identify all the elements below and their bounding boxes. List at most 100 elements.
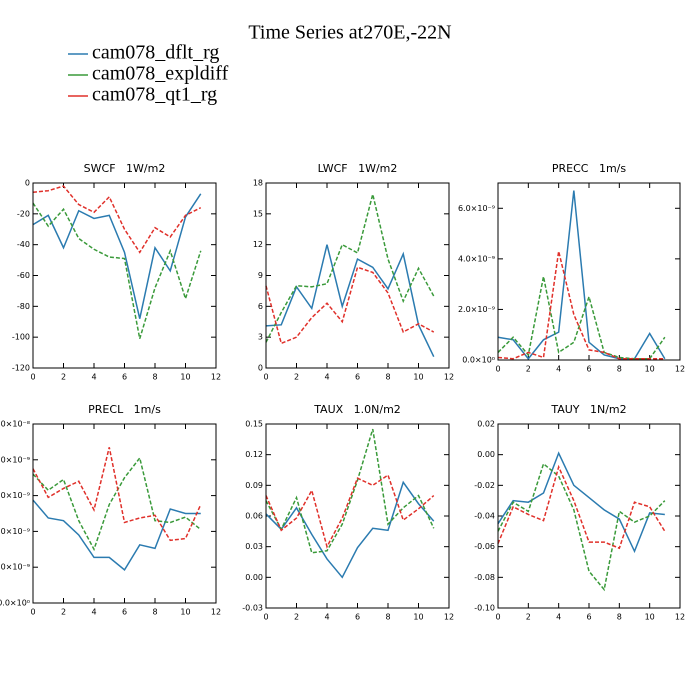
series-line	[497, 462, 666, 592]
x-tick-label: 6	[586, 613, 591, 622]
plot-frame	[265, 423, 450, 609]
series-line	[497, 451, 665, 554]
y-tick-label: -80	[17, 302, 30, 311]
panel-title: LWCF 1W/m2	[318, 162, 398, 175]
y-tick-label: 0.09	[245, 481, 263, 490]
y-tick-label: 0.02	[477, 420, 495, 429]
y-tick-label: -40	[17, 240, 30, 249]
figure-title: Time Series at270E,-22N	[248, 22, 451, 44]
plot-frame	[32, 182, 217, 369]
y-tick-label: 6.0×10⁻⁹	[0, 491, 30, 500]
x-tick-label: 0	[263, 373, 268, 382]
x-tick-label: 0	[495, 365, 500, 374]
y-tick-label: 4.0×10⁻⁹	[0, 527, 30, 536]
y-tick-label: 0.15	[245, 420, 263, 429]
series-line	[497, 251, 665, 360]
y-tick-label: 6.0×10⁻⁹	[458, 204, 495, 213]
x-tick-label: 8	[617, 365, 622, 374]
y-tick-label: -60	[17, 271, 30, 280]
series-line	[32, 202, 202, 339]
series-line	[32, 193, 202, 319]
y-tick-label: 1.0×10⁻⁸	[0, 420, 30, 429]
panel-title: PRECL 1m/s	[88, 403, 161, 416]
y-tick-label: 12	[253, 240, 263, 249]
x-tick-label: 4	[91, 608, 96, 617]
x-tick-label: 0	[30, 608, 35, 617]
y-tick-label: -0.04	[474, 512, 495, 521]
y-tick-label: 18	[253, 179, 263, 188]
x-tick-label: 8	[152, 373, 157, 382]
y-tick-label: -100	[12, 333, 30, 342]
series-line	[497, 190, 666, 360]
y-tick-label: -0.08	[474, 573, 495, 582]
plot-frame	[32, 423, 217, 604]
y-tick-label: 2.0×10⁻⁹	[0, 563, 30, 572]
x-tick-label: 4	[91, 373, 96, 382]
series-line	[32, 499, 201, 572]
y-tick-label: -0.10	[474, 604, 495, 613]
plot-frame	[497, 423, 681, 609]
series-line	[265, 244, 435, 358]
x-tick-label: 0	[263, 613, 268, 622]
x-tick-label: 12	[444, 373, 454, 382]
series-line	[265, 480, 435, 579]
plot-frame	[497, 182, 681, 361]
y-tick-label: 2.0×10⁻⁹	[458, 305, 495, 314]
y-tick-label: 0.06	[245, 512, 263, 521]
x-tick-label: 4	[324, 373, 329, 382]
x-tick-label: 6	[122, 373, 127, 382]
y-tick-label: -0.02	[474, 481, 495, 490]
legend-label: cam078_qt1_rg	[92, 84, 217, 106]
y-tick-label: 8.0×10⁻⁹	[0, 455, 30, 464]
x-tick-label: 4	[556, 365, 561, 374]
legend-label: cam078_expldiff	[92, 63, 229, 85]
y-tick-label: -20	[17, 209, 30, 218]
y-tick-label: -120	[12, 364, 30, 373]
x-tick-label: 8	[617, 613, 622, 622]
y-tick-label: 15	[253, 209, 263, 218]
x-tick-label: 0	[30, 373, 35, 382]
x-tick-label: 2	[294, 613, 299, 622]
panel-title: TAUX 1.0N/m2	[313, 403, 401, 416]
panel-title: TAUY 1N/m2	[550, 403, 626, 416]
series-line	[32, 185, 202, 254]
x-tick-label: 10	[645, 613, 655, 622]
x-tick-label: 2	[294, 373, 299, 382]
y-tick-label: 9	[258, 271, 263, 280]
x-tick-label: 12	[675, 365, 685, 374]
x-tick-label: 6	[355, 613, 360, 622]
x-tick-label: 8	[385, 613, 390, 622]
x-tick-label: 0	[495, 613, 500, 622]
y-tick-label: 0.0×10⁰	[462, 356, 495, 365]
x-tick-label: 10	[413, 373, 423, 382]
x-tick-label: 2	[526, 365, 531, 374]
x-tick-label: 8	[385, 373, 390, 382]
y-tick-label: 0	[258, 364, 263, 373]
x-tick-label: 12	[211, 608, 221, 617]
y-tick-label: 0.12	[245, 450, 263, 459]
x-tick-label: 12	[675, 613, 685, 622]
x-tick-label: 8	[152, 608, 157, 617]
x-tick-label: 4	[556, 613, 561, 622]
series-line	[265, 473, 435, 549]
legend-label: cam078_dflt_rg	[92, 42, 219, 64]
y-tick-label: 3	[258, 333, 263, 342]
x-tick-label: 6	[355, 373, 360, 382]
series-line	[32, 456, 202, 552]
x-tick-label: 2	[526, 613, 531, 622]
plot-frame	[265, 182, 450, 369]
y-tick-label: 0.00	[245, 573, 263, 582]
y-tick-label: 0.00	[477, 450, 495, 459]
x-tick-label: 10	[180, 373, 190, 382]
y-tick-label: 4.0×10⁻⁹	[458, 254, 495, 263]
y-tick-label: -0.06	[474, 542, 495, 551]
y-tick-label: 0.03	[245, 542, 263, 551]
y-tick-label: 0	[25, 179, 30, 188]
x-tick-label: 4	[324, 613, 329, 622]
x-tick-label: 12	[211, 373, 221, 382]
x-tick-label: 10	[645, 365, 655, 374]
y-tick-label: 0.0×10⁰	[0, 599, 30, 608]
series-line	[32, 447, 202, 542]
